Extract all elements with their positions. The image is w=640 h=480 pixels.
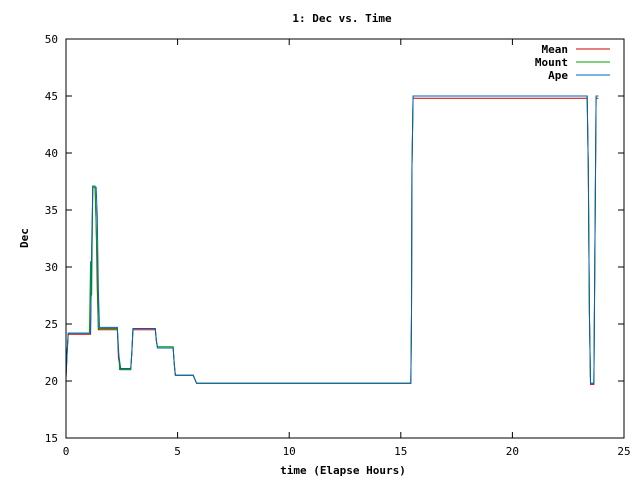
y-tick-label: 35 [45, 204, 58, 217]
plot-series [65, 95, 599, 385]
x-tick-label: 10 [283, 445, 296, 458]
y-ticks: 15 20 25 30 35 40 45 50 [45, 33, 624, 445]
legend-label-mount: Mount [535, 56, 568, 69]
x-tick-label: 0 [63, 445, 70, 458]
y-tick-label: 20 [45, 375, 58, 388]
y-tick-label: 30 [45, 261, 58, 274]
series-line-ape [65, 95, 599, 384]
y-tick-label: 15 [45, 432, 58, 445]
x-tick-label: 20 [506, 445, 519, 458]
chart-title: 1: Dec vs. Time [292, 12, 392, 25]
legend-label-ape: Ape [548, 69, 568, 82]
x-tick-label: 25 [617, 445, 630, 458]
x-tick-label: 5 [174, 445, 181, 458]
y-tick-label: 45 [45, 90, 58, 103]
x-tick-label: 15 [394, 445, 407, 458]
x-axis-label: time (Elapse Hours) [280, 464, 406, 477]
legend-label-mean: Mean [542, 43, 569, 56]
y-axis-label: Dec [18, 228, 31, 248]
y-tick-label: 50 [45, 33, 58, 46]
y-tick-label: 25 [45, 318, 58, 331]
x-ticks: 0 5 10 15 20 25 [63, 39, 631, 458]
plot-frame [65, 38, 625, 439]
y-tick-label: 40 [45, 147, 58, 160]
